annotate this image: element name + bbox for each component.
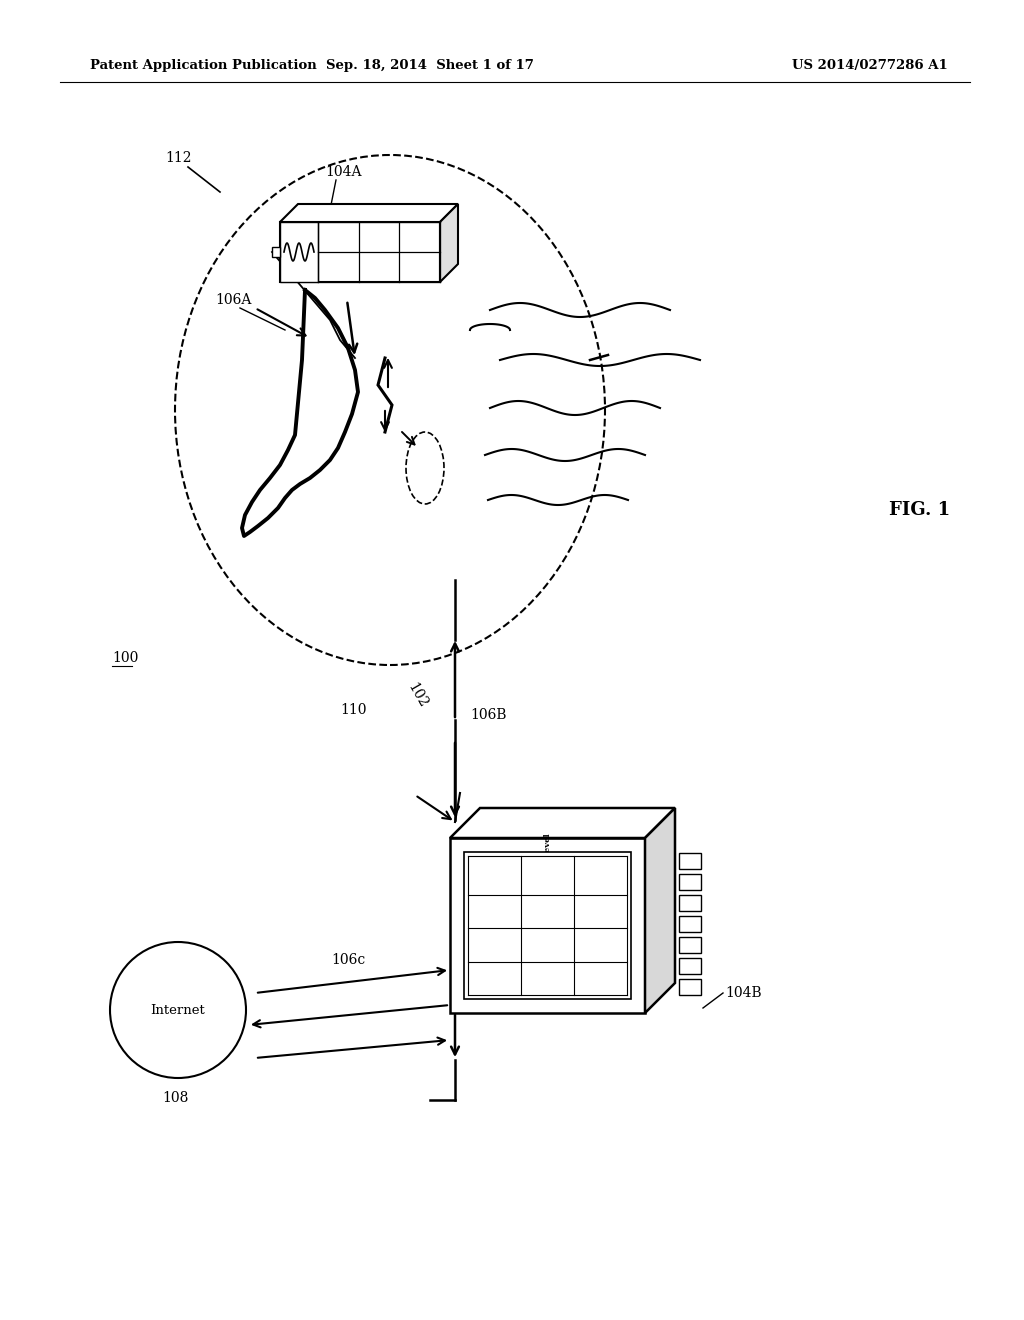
Bar — [280, 222, 440, 282]
Text: Sep. 18, 2014  Sheet 1 of 17: Sep. 18, 2014 Sheet 1 of 17 — [326, 58, 534, 71]
Bar — [464, 851, 631, 999]
Text: 112: 112 — [165, 150, 191, 165]
Text: 104A: 104A — [326, 165, 362, 180]
Text: 2:10 a.m.: 2:10 a.m. — [490, 927, 499, 964]
Polygon shape — [440, 205, 458, 282]
Text: 102: 102 — [406, 680, 430, 710]
Bar — [679, 958, 701, 974]
Text: 9:35 a.m.: 9:35 a.m. — [490, 960, 499, 997]
Text: Activity: Activity — [597, 858, 604, 894]
Text: Level II: Level II — [544, 964, 552, 993]
Text: FIG. 1: FIG. 1 — [890, 502, 950, 519]
Bar — [272, 247, 280, 257]
Text: Sleeping: Sleeping — [597, 928, 604, 962]
Bar — [450, 838, 645, 1012]
Polygon shape — [280, 205, 458, 222]
Text: 8:05 p.m.: 8:05 p.m. — [490, 894, 499, 929]
Bar — [679, 916, 701, 932]
Text: Level I: Level I — [544, 932, 552, 958]
Bar — [280, 222, 318, 282]
Text: 106c: 106c — [331, 953, 366, 968]
Text: Walking: Walking — [597, 964, 604, 994]
Text: 100: 100 — [112, 651, 138, 665]
Polygon shape — [645, 808, 675, 1012]
Polygon shape — [450, 808, 675, 838]
Bar — [679, 979, 701, 995]
Text: Stimulation Level: Stimulation Level — [544, 834, 552, 917]
Text: 106B: 106B — [470, 708, 507, 722]
Text: Patent Application Publication: Patent Application Publication — [90, 58, 316, 71]
Text: Internet: Internet — [151, 1003, 206, 1016]
Text: Time: Time — [490, 863, 499, 887]
Text: Level III: Level III — [544, 895, 552, 928]
Text: Running: Running — [597, 895, 604, 928]
Bar — [679, 937, 701, 953]
Text: 110: 110 — [340, 704, 367, 717]
Bar — [679, 853, 701, 869]
Text: US 2014/0277286 A1: US 2014/0277286 A1 — [793, 58, 948, 71]
Text: 104B: 104B — [725, 986, 762, 1001]
Bar — [679, 895, 701, 911]
Text: 106A: 106A — [215, 293, 251, 308]
Bar — [679, 874, 701, 890]
Text: 108: 108 — [162, 1092, 188, 1105]
